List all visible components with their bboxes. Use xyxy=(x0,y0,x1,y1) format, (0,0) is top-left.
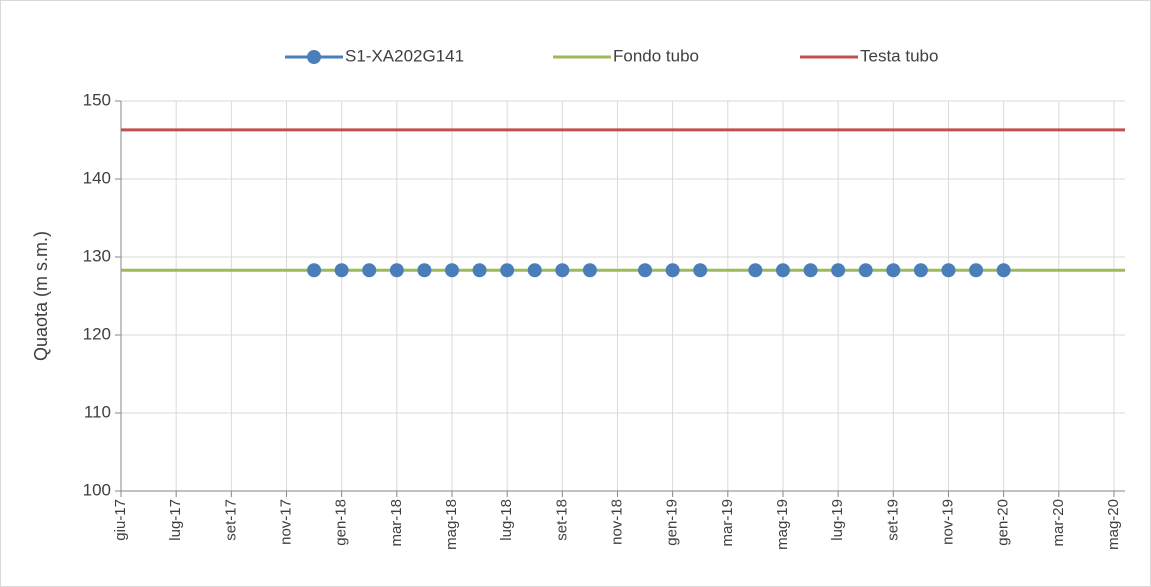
data-point xyxy=(693,263,708,278)
data-point xyxy=(555,263,570,278)
x-tick-label: mag-18 xyxy=(443,499,460,550)
x-tick-label: mar-19 xyxy=(719,499,736,547)
x-tick-label: mar-20 xyxy=(1050,499,1067,547)
x-tick-label: lug-19 xyxy=(829,499,846,541)
y-tick-label: 150 xyxy=(83,90,111,109)
data-point xyxy=(831,263,846,278)
data-point xyxy=(858,263,873,278)
data-point xyxy=(307,263,322,278)
y-tick-label: 110 xyxy=(84,402,111,421)
data-point xyxy=(444,263,459,278)
legend-label: S1-XA202G141 xyxy=(345,46,464,65)
data-point xyxy=(941,263,956,278)
x-tick-label: nov-19 xyxy=(939,499,956,545)
x-tick-label: giu-17 xyxy=(112,499,129,541)
x-tick-label: set-18 xyxy=(553,499,570,541)
y-axis-label: Quaota (m s.m.) xyxy=(31,231,51,361)
legend-marker xyxy=(307,50,321,64)
x-tick-label: gen-20 xyxy=(995,499,1012,546)
x-tick-label: mag-19 xyxy=(774,499,791,550)
x-tick-label: gen-19 xyxy=(664,499,681,546)
data-point xyxy=(969,263,984,278)
data-point xyxy=(334,263,349,278)
data-point xyxy=(803,263,818,278)
x-tick-label: set-19 xyxy=(884,499,901,541)
data-point xyxy=(996,263,1011,278)
x-tick-label: mag-20 xyxy=(1105,499,1122,550)
x-tick-label: gen-18 xyxy=(333,499,350,546)
y-tick-label: 100 xyxy=(83,480,111,499)
data-point xyxy=(582,263,597,278)
x-tick-label: nov-18 xyxy=(608,499,625,545)
legend-label: Fondo tubo xyxy=(613,46,699,65)
data-point xyxy=(913,263,928,278)
data-point xyxy=(500,263,515,278)
y-tick-label: 140 xyxy=(83,168,111,187)
data-point xyxy=(775,263,790,278)
data-point xyxy=(472,263,487,278)
x-tick-label: set-17 xyxy=(222,499,239,541)
y-tick-label: 130 xyxy=(83,246,111,265)
data-point xyxy=(362,263,377,278)
data-point xyxy=(886,263,901,278)
x-tick-label: lug-17 xyxy=(167,499,184,541)
y-tick-label: 120 xyxy=(83,324,111,343)
data-point xyxy=(665,263,680,278)
data-point xyxy=(417,263,432,278)
x-tick-label: mar-18 xyxy=(388,499,405,547)
data-point xyxy=(527,263,542,278)
legend-label: Testa tubo xyxy=(860,46,938,65)
x-tick-label: nov-17 xyxy=(277,499,294,545)
data-point xyxy=(748,263,763,278)
x-tick-label: lug-18 xyxy=(498,499,515,541)
data-point xyxy=(638,263,653,278)
data-point xyxy=(389,263,404,278)
